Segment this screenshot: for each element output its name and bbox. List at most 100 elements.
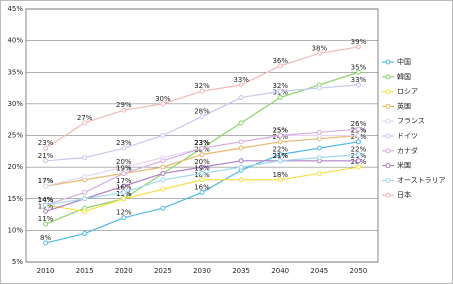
point	[277, 177, 283, 183]
point	[199, 170, 205, 176]
point	[43, 221, 49, 227]
data-label: 23%	[38, 139, 54, 147]
data-label: 14%	[38, 196, 54, 204]
x-tick-label: 2020	[115, 267, 133, 275]
point	[160, 205, 166, 211]
legend-label: オーストラリア	[397, 176, 446, 184]
point	[277, 88, 283, 94]
point	[199, 114, 205, 120]
point	[82, 189, 88, 195]
legend-marker	[385, 89, 391, 95]
point	[277, 151, 283, 157]
point	[355, 139, 361, 145]
legend-label: ドイツ	[397, 132, 418, 140]
legend-label: 韓国	[397, 72, 411, 81]
data-label: 21%	[272, 152, 288, 160]
point	[277, 158, 283, 164]
data-label: 16%	[194, 183, 210, 191]
data-label: 18%	[272, 171, 288, 179]
point	[199, 88, 205, 94]
data-label: 19%	[116, 164, 132, 172]
y-tick-label: 5%	[12, 258, 23, 266]
point	[238, 82, 244, 88]
point	[160, 101, 166, 107]
point	[316, 129, 322, 135]
point	[355, 69, 361, 75]
point	[238, 139, 244, 145]
data-label: 14%	[38, 196, 54, 204]
data-label: 21%	[38, 152, 54, 160]
point	[121, 170, 127, 176]
point	[160, 164, 166, 170]
point	[238, 164, 244, 170]
point	[277, 95, 283, 101]
y-tick-label: 20%	[7, 163, 23, 171]
legend-marker	[385, 59, 391, 65]
point	[121, 145, 127, 151]
point	[121, 189, 127, 195]
point	[82, 120, 88, 126]
data-label: 16%	[116, 183, 132, 191]
point	[199, 177, 205, 183]
point	[160, 170, 166, 176]
legend-marker	[385, 133, 391, 139]
data-label: 32%	[272, 82, 288, 90]
y-tick-label: 35%	[7, 68, 23, 76]
data-label: 32%	[194, 82, 210, 90]
data-label: 11%	[38, 215, 54, 223]
point	[355, 151, 361, 157]
data-label: 35%	[351, 63, 367, 71]
data-label: 22%	[351, 145, 367, 153]
point	[277, 139, 283, 145]
legend-label: 英国	[397, 101, 411, 110]
data-label: 14%	[38, 196, 54, 204]
point	[160, 177, 166, 183]
point	[121, 215, 127, 221]
data-label: 39%	[351, 38, 367, 46]
data-label: 22%	[272, 145, 288, 153]
point	[121, 196, 127, 202]
legend-marker	[385, 192, 391, 198]
legend-label: 日本	[397, 190, 411, 199]
point	[121, 183, 127, 189]
data-label: 27%	[77, 114, 93, 122]
data-label: 25%	[272, 127, 288, 135]
legend-marker	[385, 103, 391, 109]
x-tick-label: 2045	[310, 267, 328, 275]
data-label: 23%	[194, 139, 210, 147]
data-label: 20%	[116, 158, 132, 166]
point	[43, 208, 49, 214]
point	[82, 174, 88, 180]
point	[82, 196, 88, 202]
data-label: 23%	[194, 139, 210, 147]
point	[277, 133, 283, 138]
data-label: 30%	[155, 95, 171, 103]
point	[160, 133, 166, 138]
point	[238, 120, 244, 126]
data-label: 21%	[272, 152, 288, 160]
data-label: 33%	[351, 76, 367, 84]
data-label: 29%	[116, 101, 132, 109]
point	[355, 133, 361, 138]
y-tick-label: 25%	[7, 132, 23, 140]
point	[121, 107, 127, 113]
x-tick-label: 2050	[350, 267, 368, 275]
legend-marker	[385, 148, 391, 154]
point	[199, 151, 205, 157]
x-tick-label: 2030	[193, 267, 211, 275]
legend-marker	[385, 177, 391, 183]
y-tick-label: 15%	[7, 195, 23, 203]
legend-marker	[385, 74, 391, 80]
point	[199, 189, 205, 195]
data-label: 17%	[38, 177, 54, 185]
data-label: 25%	[272, 127, 288, 135]
point	[355, 82, 361, 88]
point	[316, 155, 322, 161]
legend-marker	[385, 163, 391, 169]
data-label: 38%	[312, 44, 328, 52]
legend-label: 中国	[397, 57, 411, 66]
point	[82, 231, 88, 237]
data-label: 36%	[272, 57, 288, 65]
point	[160, 158, 166, 164]
x-tick-label: 2025	[154, 267, 172, 275]
